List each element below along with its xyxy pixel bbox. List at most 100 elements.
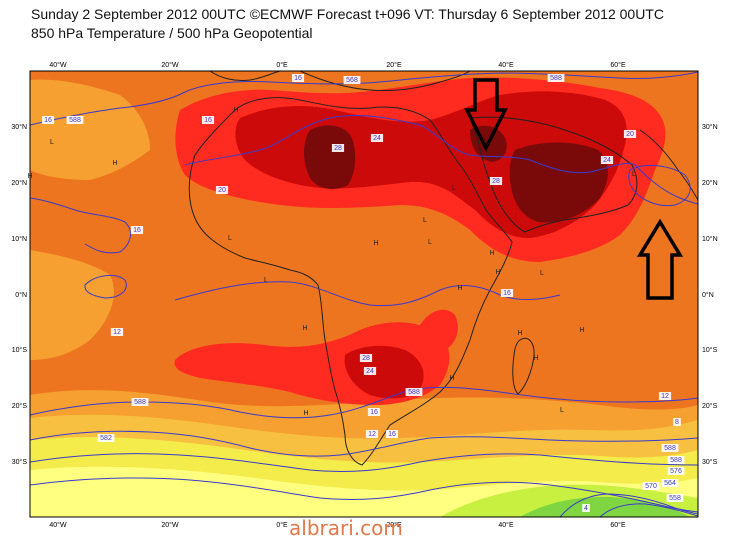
lat-tick-left: 10°S [12, 346, 28, 354]
contour-label: 28 [492, 178, 500, 185]
lon-tick-bottom: 20°W [161, 521, 179, 529]
low-pressure-marker: L [423, 217, 427, 224]
contour-label-bg [582, 504, 590, 512]
low-pressure-marker: L [264, 277, 268, 284]
contour-label-bg [359, 354, 373, 362]
contour-label-bg [623, 130, 637, 138]
contour-label-bg [667, 456, 685, 464]
contour-cutoff-low [84, 274, 127, 299]
contour-label: 588 [670, 457, 682, 464]
contour-label-bg [667, 467, 685, 475]
contour-label: 20 [626, 131, 634, 138]
contour-label: 16 [133, 227, 141, 234]
site-watermark: albrari.com [289, 516, 403, 540]
high-pressure-marker: H [303, 410, 308, 417]
contour-576 [30, 453, 698, 473]
low-pressure-marker: L [540, 270, 544, 277]
contour-label-bg [405, 388, 423, 396]
lon-tick-top: 20°E [386, 61, 402, 69]
contour-label: 564 [664, 480, 676, 487]
low-pressure-marker: L [50, 139, 54, 146]
coastline-africa [188, 97, 513, 466]
high-pressure-marker: H [517, 330, 522, 337]
lon-tick-bottom: 0°E [276, 521, 288, 529]
contour-label-bg [658, 392, 672, 400]
lat-tick-left: 20°N [11, 179, 27, 187]
high-pressure-marker: H [27, 173, 32, 180]
lon-tick-top: 60°E [610, 61, 626, 69]
contour-label-bg [489, 177, 503, 185]
contour-label: 588 [664, 445, 676, 452]
contour-label-bg [131, 398, 149, 406]
lon-tick-bottom: 40°W [49, 521, 67, 529]
lon-tick-top: 20°W [161, 61, 179, 69]
lat-tick-right: 10°N [702, 235, 718, 243]
temperature-field [30, 71, 698, 517]
high-pressure-marker: H [112, 160, 117, 167]
contour-label: 16 [294, 75, 302, 82]
lon-tick-top: 0°E [276, 61, 288, 69]
contour-label-bg [661, 479, 679, 487]
low-pressure-marker: L [632, 171, 636, 178]
contour-label-bg [600, 156, 614, 164]
contour-label: 12 [113, 329, 121, 336]
high-pressure-marker: H [449, 375, 454, 382]
lat-tick-left: 30°N [11, 123, 27, 131]
contour-label: 588 [134, 399, 146, 406]
lat-tick-left: 20°S [12, 402, 28, 410]
contour-570 [30, 477, 698, 513]
contour-label-bg [215, 186, 229, 194]
contour-east-loop [628, 164, 691, 207]
contour-label-bg [666, 494, 684, 502]
high-pressure-marker: H [457, 285, 462, 292]
contour-label: 24 [373, 135, 381, 142]
contour-label: 558 [669, 495, 681, 502]
contour-label: 582 [100, 435, 112, 442]
contour-label-bg [367, 408, 381, 416]
contour-label-bg [66, 116, 84, 124]
contour-northern-ridge [184, 115, 698, 205]
coastline-madagascar [512, 337, 535, 395]
lat-tick-left: 10°N [11, 235, 27, 243]
contour-588-north [30, 71, 698, 126]
low-pressure-marker: L [560, 407, 564, 414]
contour-label-bg [642, 482, 660, 490]
contour-equatorial [174, 281, 561, 307]
contour-label: 16 [204, 117, 212, 124]
temp-band-18-west [30, 79, 150, 180]
coastlines [188, 71, 698, 466]
high-pressure-marker: H [302, 325, 307, 332]
contour-label: 588 [550, 75, 562, 82]
temp-band-24-south-east [420, 309, 458, 350]
contour-label-bg [201, 116, 215, 124]
lat-tick-right: 0°N [702, 291, 714, 299]
lon-tick-top: 40°W [49, 61, 67, 69]
labels-layer: 40°W 40°W 20°W 20°W 0°E 0°E 20°E 20°E 40°E 40°E 60… [11, 61, 717, 529]
contour-label-bg [673, 418, 681, 426]
contour-label: 24 [603, 157, 611, 164]
contour-label: 570 [645, 483, 657, 490]
contour-label-bg [343, 76, 361, 84]
contour-label-bg [661, 444, 679, 452]
temp-band-18-atlantic [30, 250, 114, 360]
temp-band-32-arabia [509, 142, 608, 223]
contour-label: 8 [675, 419, 679, 426]
contour-label: 16 [503, 290, 511, 297]
lon-tick-bottom: 20°E [386, 521, 402, 529]
contour-label-bg [500, 289, 514, 297]
contour-west-atlantic [30, 197, 131, 254]
lat-tick-left: 30°S [12, 458, 28, 466]
coastline-arabia [469, 116, 638, 233]
contour-582 [30, 430, 698, 457]
contour-label: 28 [362, 355, 370, 362]
high-pressure-marker: H [579, 327, 584, 334]
contour-label: 20 [218, 187, 226, 194]
arrow-down-annotation [464, 78, 508, 152]
lat-tick-right: 30°N [702, 123, 718, 131]
contour-label: 24 [366, 368, 374, 375]
lon-tick-bottom: 60°E [610, 521, 626, 529]
low-pressure-marker: L [228, 235, 232, 242]
low-pressure-marker: L [428, 239, 432, 246]
